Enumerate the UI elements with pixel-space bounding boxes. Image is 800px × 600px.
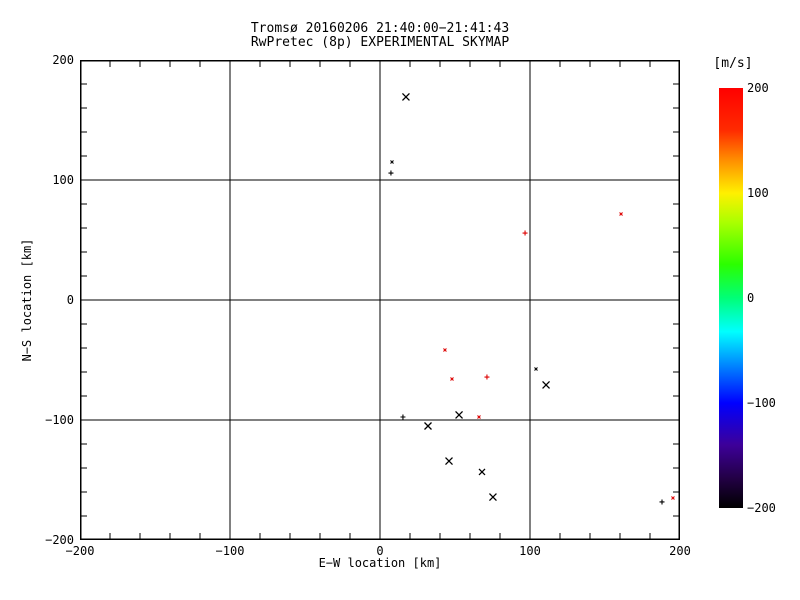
data-point-marker xyxy=(424,422,432,430)
y-tick-label: 100 xyxy=(52,173,74,187)
scatter-plot-canvas xyxy=(80,60,680,540)
x-tick-label: −200 xyxy=(65,544,95,558)
data-point-marker xyxy=(542,381,551,389)
data-point-marker xyxy=(388,170,394,176)
x-axis-title: E−W location [km] xyxy=(318,556,442,570)
colorbar-tick-label: −100 xyxy=(747,396,776,410)
plot-frame xyxy=(80,60,680,540)
data-point-marker xyxy=(401,93,410,101)
plot-area xyxy=(80,60,680,540)
colorbar-tick-label: 0 xyxy=(747,291,755,305)
y-tick-label: −100 xyxy=(45,413,74,427)
x-tick-label: 0 xyxy=(376,544,384,558)
data-point-marker xyxy=(443,348,447,352)
y-tick-label: 0 xyxy=(66,293,74,307)
data-point-marker xyxy=(445,457,453,465)
colorbar-gradient xyxy=(719,88,743,508)
data-point-marker xyxy=(659,499,665,505)
data-point-marker xyxy=(390,160,394,164)
x-tick-label: 200 xyxy=(669,544,691,558)
data-point-marker xyxy=(488,493,497,501)
x-tick-label: 100 xyxy=(519,544,541,558)
chart-title: Tromsø 20160206 21:40:00−21:41:43 xyxy=(250,21,510,36)
data-point-marker xyxy=(400,414,406,420)
data-point-marker xyxy=(450,377,454,381)
data-point-marker xyxy=(619,212,623,216)
data-point-marker xyxy=(455,411,464,419)
data-point-marker xyxy=(478,468,486,476)
y-axis-title: N−S location [km] xyxy=(20,238,34,362)
chart-subtitle: RwPretec (8p) EXPERIMENTAL SKYMAP xyxy=(250,35,510,50)
colorbar-tick-label: −200 xyxy=(747,501,776,515)
data-point-marker xyxy=(534,367,538,371)
y-tick-label: −200 xyxy=(45,533,74,547)
colorbar-units-label: [m/s] xyxy=(713,56,753,71)
y-tick-label: 200 xyxy=(52,53,74,67)
data-point-marker xyxy=(522,230,528,236)
colorbar-tick-label: 200 xyxy=(747,81,769,95)
x-tick-label: −100 xyxy=(215,544,245,558)
data-point-marker xyxy=(484,374,490,380)
colorbar-tick-label: 100 xyxy=(747,186,769,200)
data-point-marker xyxy=(477,415,481,419)
data-point-marker xyxy=(671,496,675,500)
